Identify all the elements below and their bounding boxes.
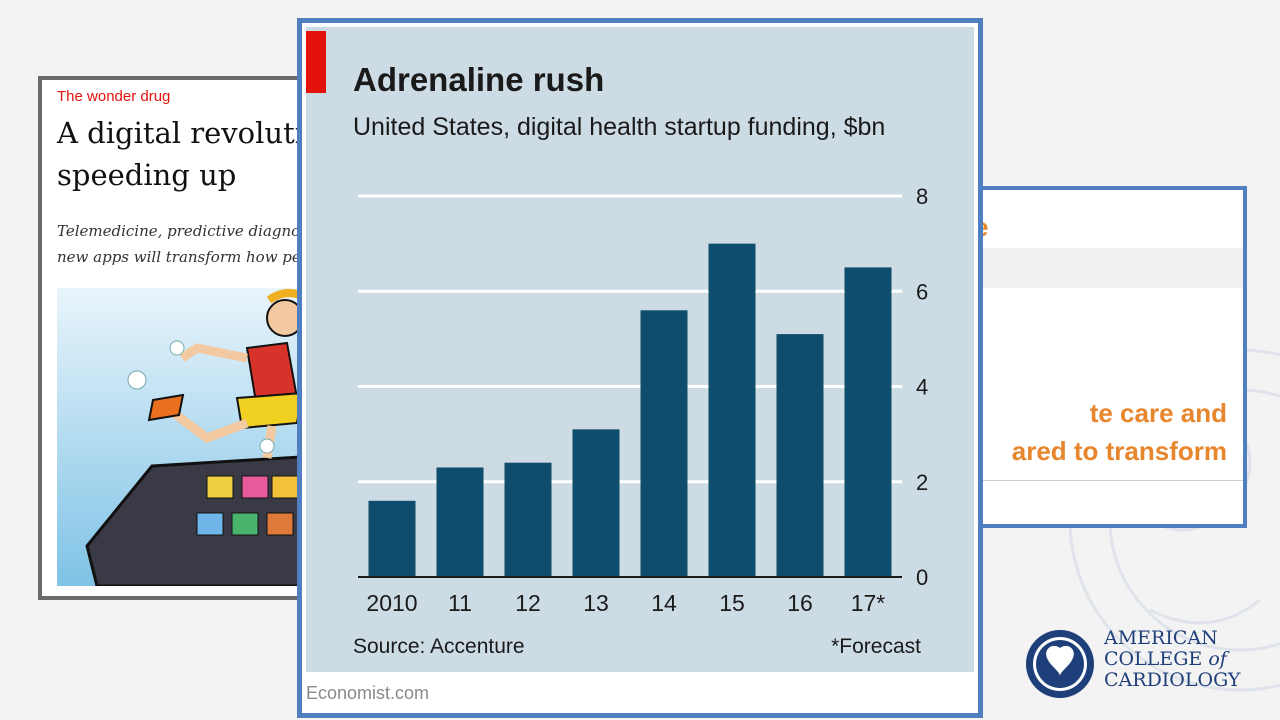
chart-footnote: *Forecast <box>831 635 921 658</box>
acc-line2-college: COLLEGE <box>1104 648 1203 670</box>
slide-body-text: te care and ared to transform <box>944 356 1227 470</box>
acc-line2-of: of <box>1208 648 1227 670</box>
article-card: The wonder drug A digital revolutio spee… <box>38 76 328 600</box>
bar-11 <box>436 467 484 577</box>
y-tick-label: 6 <box>916 279 928 304</box>
bar-13 <box>572 429 620 577</box>
bar-12 <box>504 462 552 577</box>
x-tick-label: 11 <box>448 590 472 616</box>
bar-2010 <box>368 500 416 577</box>
acc-line2: COLLEGE of <box>1104 649 1240 670</box>
chart-title: Adrenaline rush <box>353 61 605 98</box>
acc-seal-icon <box>1026 630 1094 698</box>
x-tick-label: 14 <box>651 590 677 616</box>
economist-credit: Economist.com <box>306 683 430 703</box>
x-tick-label: 16 <box>787 590 813 616</box>
x-tick-label: 12 <box>515 590 541 616</box>
bar-15 <box>708 243 756 577</box>
chart-panel: Adrenaline rush United States, digital h… <box>306 27 974 672</box>
x-tick-label: 13 <box>583 590 609 616</box>
x-tick-label: 17* <box>851 590 886 616</box>
slide-header-band <box>944 248 1243 288</box>
y-tick-label: 0 <box>916 565 928 590</box>
bar-14 <box>640 310 688 577</box>
bar-16 <box>776 334 824 577</box>
x-tick-label: 15 <box>719 590 745 616</box>
bar-17* <box>844 267 892 577</box>
article-illustration <box>57 288 317 586</box>
acc-line1: AMERICAN <box>1104 627 1218 649</box>
bar-chart: 0 2 4 6 8 2010 11 12 13 14 15 16 17* <box>358 184 928 616</box>
acc-logo: AMERICAN COLLEGE of CARDIOLOGY <box>1024 626 1264 706</box>
y-tick-label: 4 <box>916 375 928 400</box>
chart-card: Adrenaline rush United States, digital h… <box>297 18 983 718</box>
slide-card: e te care and ared to transform <box>940 186 1247 528</box>
x-tick-label: 2010 <box>366 590 417 616</box>
y-tick-label: 8 <box>916 184 928 209</box>
acc-wordmark: AMERICAN COLLEGE of CARDIOLOGY <box>1104 628 1240 691</box>
y-tick-label: 2 <box>916 470 928 495</box>
chart-subtitle: United States, digital health startup fu… <box>353 113 886 141</box>
slide-divider <box>944 480 1243 481</box>
slide-body: te care and ared to transform <box>1011 398 1227 466</box>
red-tag <box>306 31 326 93</box>
article-kicker: The wonder drug <box>57 88 171 105</box>
acc-line3: CARDIOLOGY <box>1104 669 1241 691</box>
article-dek: Telemedicine, predictive diagnos new app… <box>57 222 310 266</box>
chart-source: Source: Accenture <box>353 635 525 658</box>
